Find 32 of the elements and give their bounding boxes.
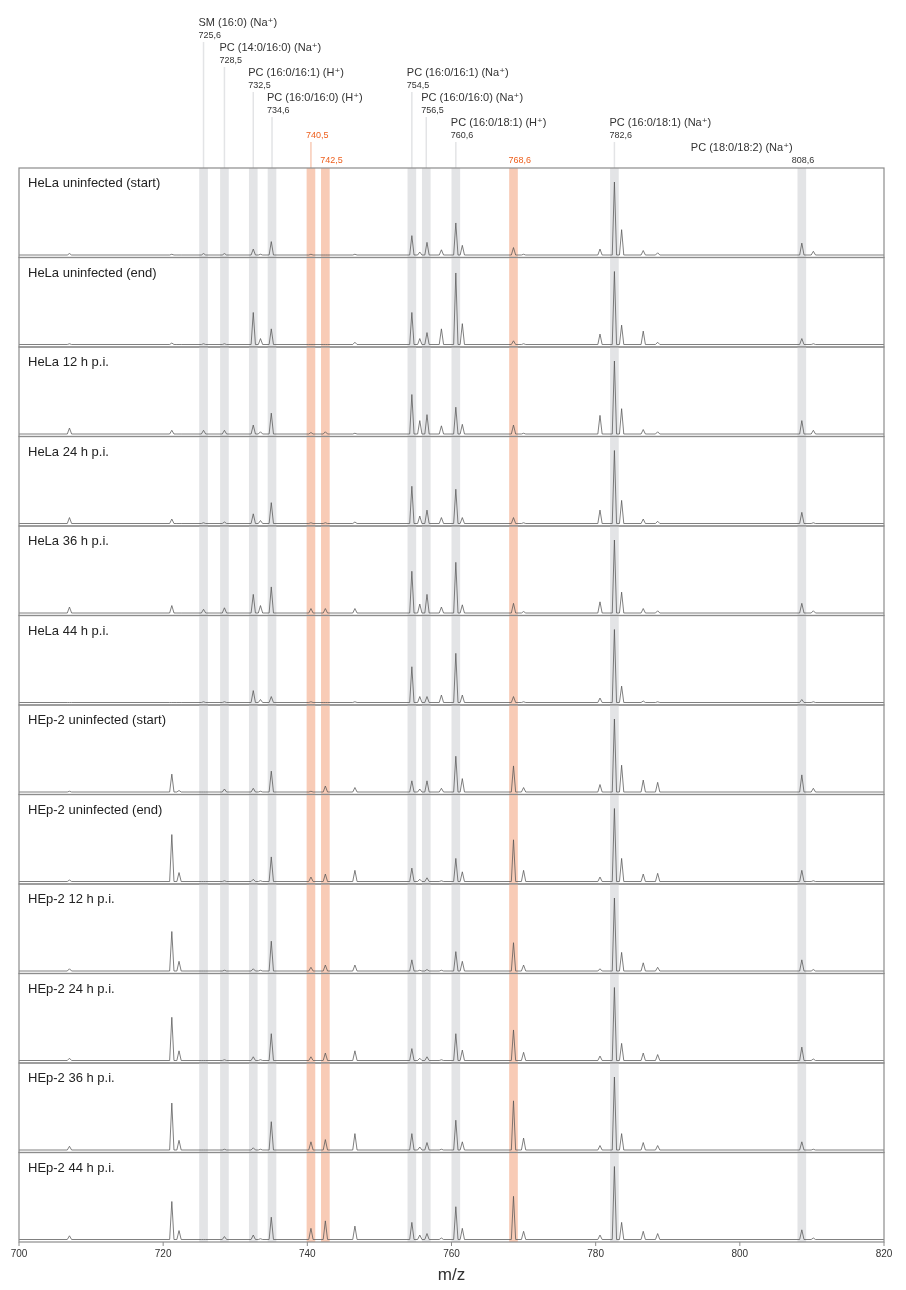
chart-title: HEp-2 44 h p.i. xyxy=(28,1159,115,1175)
chart-title: HeLa 12 h p.i. xyxy=(28,354,109,369)
chart-title: HEp-2 uninfected (start) xyxy=(28,712,167,727)
band-label: PC (14:0/16:0) (Na⁺) 728,5 xyxy=(219,41,322,65)
chart-title: HeLa uninfected (start) xyxy=(28,175,161,190)
chart-title: HEp-2 36 h p.i. xyxy=(28,1070,115,1085)
band-label: 742,5 xyxy=(320,155,343,165)
band-label: 740,5 xyxy=(305,130,329,140)
chart-title: HeLa 36 h p.i. xyxy=(28,533,109,548)
x-tick-label: 800 xyxy=(731,1248,749,1259)
chart-title: HEp-2 24 h p.i. xyxy=(28,980,115,996)
chart-title: HeLa 44 h p.i. xyxy=(28,622,109,638)
chart-title: HeLa uninfected (end) xyxy=(28,264,157,280)
band-label: PC (16:0/18:1) (Na⁺) 782,6 xyxy=(609,116,712,140)
band-label: 768,6 xyxy=(508,155,532,165)
chart-title: HEp-2 uninfected (end) xyxy=(28,801,163,817)
band-label: PC (16:0/16:1) (Na⁺) 754,5 xyxy=(406,66,509,90)
x-tick-label: 740 xyxy=(298,1248,317,1259)
band-label: PC (16:0/16:0) (H⁺) 734,6 xyxy=(267,91,363,115)
band-label: SM (16:0) (Na⁺) 725,6 xyxy=(198,16,278,40)
x-tick-label: 780 xyxy=(587,1248,605,1259)
x-tick-label: 760 xyxy=(443,1248,461,1259)
chart-title: HEp-2 12 h p.i. xyxy=(28,891,115,906)
chart-title: HeLa 24 h p.i. xyxy=(28,443,109,459)
x-tick-label: 820 xyxy=(875,1248,893,1259)
x-tick-label: 720 xyxy=(154,1248,172,1259)
x-axis-title: m/z xyxy=(437,1265,466,1284)
band-label: PC (16:0/16:1) (H⁺) 732,5 xyxy=(248,66,344,90)
x-tick-label: 700 xyxy=(10,1248,28,1259)
band-label: PC (16:0/18:1) (H⁺) 760,6 xyxy=(450,116,547,140)
band-label: PC (18:0/18:2) (Na⁺) 808,6 xyxy=(690,141,815,165)
band-label: PC (16:0/16:0) (Na⁺) 756,5 xyxy=(421,91,524,115)
